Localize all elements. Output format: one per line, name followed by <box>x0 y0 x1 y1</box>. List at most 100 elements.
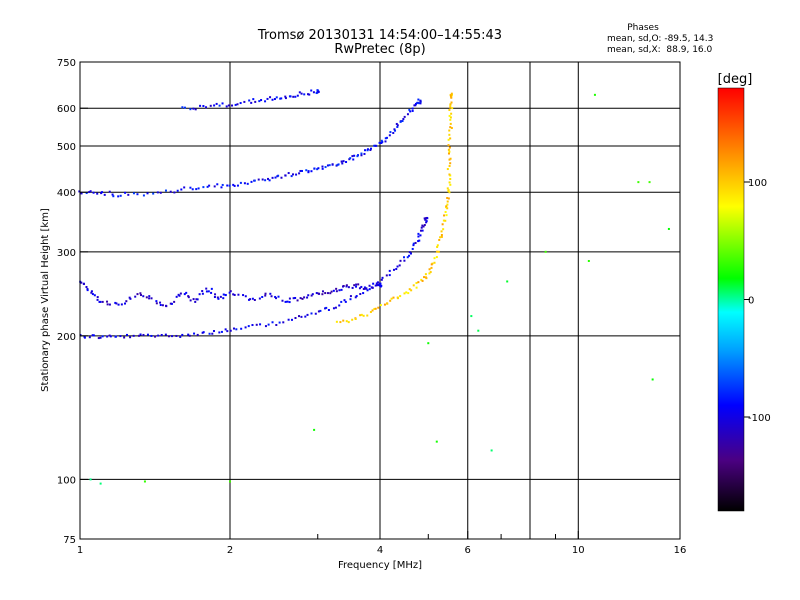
echo-point <box>366 149 369 152</box>
echo-point <box>450 96 453 99</box>
echo-point <box>139 294 142 297</box>
echo-point <box>396 297 399 300</box>
echo-point <box>447 197 450 200</box>
echo-point <box>207 290 210 293</box>
echo-point <box>317 310 320 313</box>
x-tick-label: 10 <box>572 545 585 556</box>
echo-point <box>444 219 447 222</box>
echo-point <box>362 292 365 295</box>
echo-point <box>415 286 418 289</box>
echo-point <box>275 297 278 300</box>
echo-point <box>304 315 307 318</box>
echo-point <box>418 239 421 242</box>
echo-point <box>369 311 372 314</box>
x-tick-label: 1 <box>77 545 83 556</box>
echo-point <box>117 303 120 306</box>
echo-point <box>175 295 178 298</box>
echo-point <box>406 256 409 259</box>
echo-point <box>232 183 235 186</box>
echo-point <box>449 94 452 97</box>
echo-point <box>278 321 281 324</box>
echo-point <box>340 300 343 303</box>
echo-point <box>287 172 290 175</box>
echo-point <box>449 157 452 160</box>
echo-point <box>324 292 327 295</box>
echo-point <box>282 321 285 324</box>
echo-point <box>93 294 96 297</box>
echo-point <box>334 306 337 309</box>
echo-point <box>193 332 196 335</box>
echo-point <box>398 264 401 267</box>
echo-point <box>321 293 324 296</box>
echo-point <box>125 300 128 303</box>
echo-point <box>264 325 267 328</box>
echo-point <box>202 186 205 189</box>
echo-point <box>123 302 126 305</box>
echo-point <box>417 235 420 238</box>
echo-point <box>451 107 454 110</box>
echo-point <box>449 116 452 119</box>
echo-point <box>373 307 376 310</box>
echo-point <box>351 155 354 158</box>
echo-point <box>206 185 209 188</box>
echo-point <box>338 304 341 307</box>
echo-point <box>271 321 274 324</box>
echo-point <box>416 101 419 104</box>
echo-point <box>109 335 112 338</box>
echo-point <box>215 102 218 105</box>
echo-point <box>449 103 452 106</box>
echo-point <box>188 334 191 337</box>
echo-point <box>326 292 329 295</box>
echo-point <box>421 279 424 282</box>
echo-point <box>403 256 406 259</box>
echo-point <box>115 302 118 305</box>
echo-point <box>376 281 379 284</box>
echo-point <box>234 103 237 106</box>
echo-point <box>419 102 422 105</box>
echo-point <box>96 296 99 299</box>
echo-point <box>366 289 369 292</box>
echo-point <box>544 250 547 253</box>
echo-point <box>214 293 217 296</box>
echo-point <box>310 312 313 315</box>
echo-point <box>296 299 299 302</box>
echo-point <box>395 122 398 125</box>
echo-point <box>284 97 287 100</box>
echo-point <box>388 269 391 272</box>
echo-point <box>426 217 429 220</box>
echo-point <box>90 290 93 293</box>
echo-point <box>156 191 159 194</box>
echo-point <box>274 295 277 298</box>
echo-point <box>86 289 89 292</box>
echo-point <box>411 247 414 250</box>
echo-point <box>383 303 386 306</box>
echo-point <box>396 265 399 268</box>
echo-point <box>372 282 375 285</box>
echo-point <box>164 189 167 192</box>
echo-point <box>134 295 137 298</box>
echo-point <box>176 189 179 192</box>
y-axis-label: Stationary phase Virtual Height [km] <box>40 208 51 392</box>
echo-point <box>229 480 231 483</box>
echo-point <box>192 107 195 110</box>
echo-point <box>449 183 452 186</box>
echo-point <box>433 261 436 264</box>
echo-point <box>213 296 216 299</box>
echo-point <box>213 185 216 188</box>
echo-point <box>378 141 381 144</box>
echo-point <box>413 104 416 107</box>
echo-point <box>252 98 255 101</box>
echo-point <box>450 101 453 104</box>
echo-point <box>155 302 158 305</box>
echo-point <box>305 169 308 172</box>
echo-point <box>229 329 232 332</box>
echo-point <box>310 294 313 297</box>
echo-point <box>438 238 441 241</box>
chart-title: Tromsø 20130131 14:54:00–14:55:43 <box>257 28 502 43</box>
echo-point <box>292 173 295 176</box>
echo-point <box>251 324 254 327</box>
echo-point <box>145 296 148 299</box>
echo-point <box>146 333 149 336</box>
echo-point <box>88 191 91 194</box>
echo-point <box>150 297 153 300</box>
